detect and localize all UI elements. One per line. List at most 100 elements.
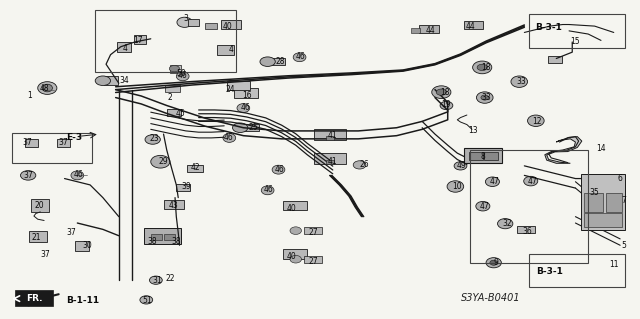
Text: 26: 26	[360, 160, 369, 169]
Ellipse shape	[440, 101, 453, 110]
Text: 24: 24	[226, 85, 236, 94]
Text: 10: 10	[452, 182, 462, 191]
Bar	[15, 290, 53, 306]
Text: 40: 40	[286, 252, 296, 261]
Text: 12: 12	[532, 117, 542, 126]
Text: 46: 46	[295, 52, 305, 61]
Ellipse shape	[527, 115, 544, 126]
Text: 37: 37	[40, 250, 51, 259]
Text: 18: 18	[481, 63, 491, 72]
Bar	[175, 184, 189, 191]
Text: 44: 44	[465, 22, 475, 31]
Ellipse shape	[436, 89, 447, 95]
Ellipse shape	[95, 76, 111, 85]
Text: 46: 46	[264, 185, 274, 194]
Text: 49: 49	[457, 161, 467, 170]
Text: 41: 41	[328, 157, 337, 166]
Text: 41: 41	[328, 131, 337, 140]
Bar	[588, 183, 604, 195]
Text: 19: 19	[441, 100, 451, 109]
Bar	[326, 136, 334, 140]
Text: 47: 47	[479, 202, 489, 211]
Text: 21: 21	[31, 233, 40, 242]
Bar	[283, 249, 307, 259]
Text: 46: 46	[74, 170, 83, 179]
Bar	[188, 19, 199, 26]
Text: 51: 51	[142, 296, 152, 305]
Text: 8: 8	[481, 152, 485, 161]
Text: 25: 25	[248, 123, 258, 132]
Bar	[584, 213, 622, 227]
Ellipse shape	[511, 76, 527, 87]
Ellipse shape	[20, 171, 36, 180]
Text: 47: 47	[490, 177, 499, 186]
Text: 5: 5	[621, 241, 626, 250]
Ellipse shape	[490, 260, 497, 265]
Text: 17: 17	[133, 36, 143, 45]
Text: E-3: E-3	[66, 133, 82, 142]
Text: 34: 34	[119, 76, 129, 85]
Bar	[164, 200, 184, 209]
Bar	[314, 152, 346, 164]
Text: S3YA-B0401: S3YA-B0401	[461, 293, 520, 303]
Ellipse shape	[447, 181, 464, 192]
Bar	[419, 25, 440, 33]
Bar	[117, 42, 131, 51]
Text: 29: 29	[159, 157, 168, 166]
Ellipse shape	[261, 186, 274, 195]
Text: 43: 43	[168, 201, 178, 210]
Text: 40: 40	[223, 22, 232, 31]
Bar	[151, 234, 163, 240]
Text: 47: 47	[528, 177, 538, 186]
Text: B-3-1: B-3-1	[535, 23, 562, 32]
Text: 27: 27	[309, 257, 319, 266]
Ellipse shape	[176, 72, 189, 81]
Bar	[606, 193, 622, 212]
Bar	[283, 201, 307, 210]
Bar	[304, 227, 322, 234]
Bar	[468, 152, 483, 160]
Bar	[205, 23, 216, 29]
Bar	[164, 234, 175, 240]
Bar	[57, 139, 70, 147]
Text: 46: 46	[224, 133, 234, 142]
Bar	[134, 35, 147, 44]
Bar	[12, 132, 92, 163]
Ellipse shape	[140, 296, 153, 304]
Text: 4: 4	[123, 44, 127, 53]
Text: 30: 30	[82, 241, 92, 250]
Bar	[584, 193, 603, 212]
Ellipse shape	[223, 133, 236, 142]
Text: 42: 42	[191, 163, 200, 172]
Ellipse shape	[71, 171, 84, 180]
Ellipse shape	[151, 155, 170, 168]
Bar	[484, 152, 498, 160]
Text: 18: 18	[440, 88, 449, 97]
Text: 38: 38	[148, 237, 157, 246]
Bar	[216, 45, 234, 55]
Text: 11: 11	[609, 260, 618, 269]
Bar	[411, 28, 420, 33]
Ellipse shape	[145, 135, 161, 144]
Text: 6: 6	[618, 174, 623, 183]
Text: 31: 31	[152, 276, 162, 285]
Bar	[145, 228, 181, 244]
Bar	[221, 20, 241, 29]
Text: 38: 38	[172, 237, 181, 246]
Bar	[166, 85, 179, 92]
Text: 16: 16	[242, 92, 252, 100]
Text: 44: 44	[426, 26, 435, 35]
Text: 20: 20	[34, 201, 44, 210]
Text: 37: 37	[22, 137, 33, 146]
Ellipse shape	[476, 92, 493, 103]
Ellipse shape	[524, 176, 538, 186]
Text: 32: 32	[502, 219, 512, 228]
Bar	[548, 56, 562, 63]
Text: 33: 33	[481, 93, 491, 102]
Bar	[168, 108, 181, 116]
Ellipse shape	[353, 161, 366, 169]
Bar	[464, 148, 502, 163]
Text: 14: 14	[596, 144, 606, 153]
Bar	[170, 65, 181, 73]
Bar	[516, 226, 534, 233]
